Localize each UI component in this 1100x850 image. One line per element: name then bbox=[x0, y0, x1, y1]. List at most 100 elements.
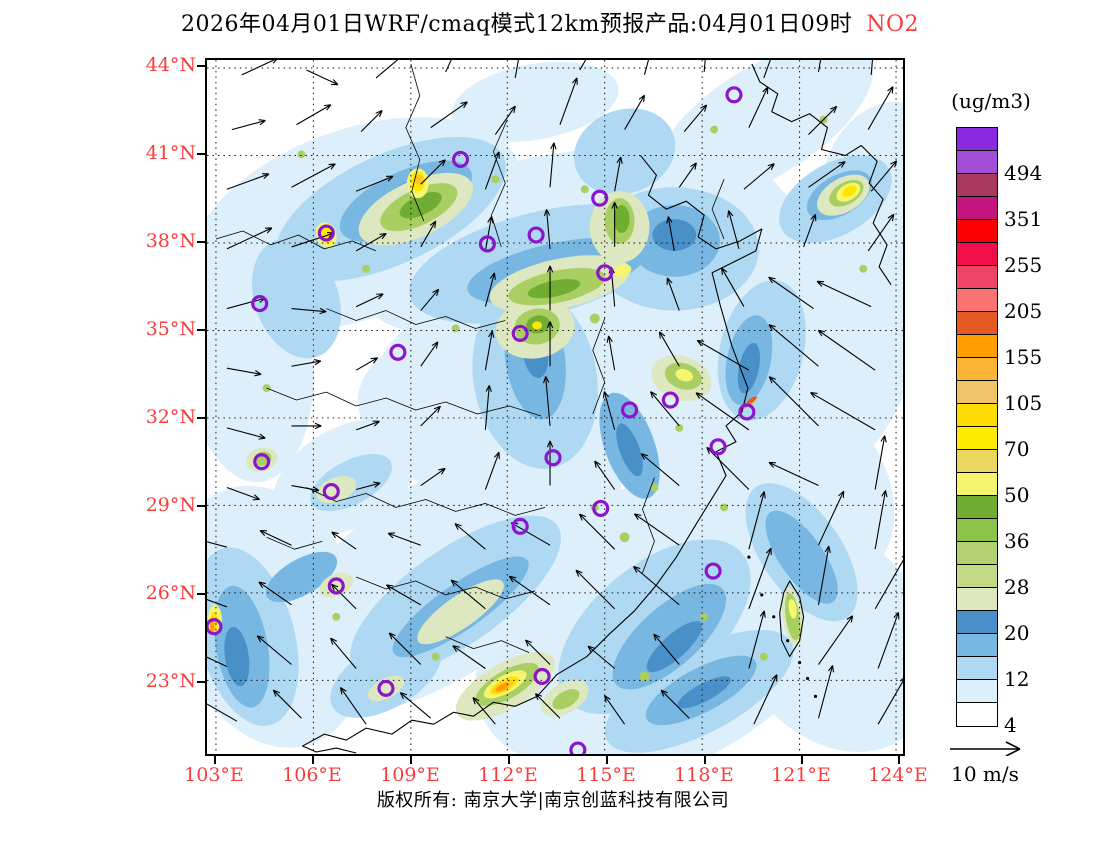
colorbar bbox=[956, 127, 998, 727]
wind-vector-arrow bbox=[291, 485, 320, 493]
no2-concentration-blob bbox=[765, 510, 838, 604]
wind-vector-arrow bbox=[296, 104, 332, 126]
wind-vector-arrow bbox=[226, 227, 273, 250]
lat-tick-mark bbox=[197, 241, 205, 243]
wind-vector-arrow bbox=[817, 490, 845, 546]
colorbar-cell bbox=[957, 404, 997, 427]
wind-vector-arrow bbox=[546, 321, 554, 367]
lat-tick-mark bbox=[197, 417, 205, 419]
colorbar-tick-label: 494 bbox=[1004, 161, 1043, 185]
station-marker-ring bbox=[511, 324, 529, 342]
wind-vector-arrow bbox=[484, 272, 496, 307]
colorbar-cell bbox=[957, 243, 997, 266]
wind-vector-arrow bbox=[678, 162, 697, 188]
lat-tick-label: 35°N bbox=[145, 318, 196, 340]
island-mark bbox=[772, 615, 776, 619]
colorbar-cell bbox=[957, 611, 997, 634]
wind-vector-arrow bbox=[810, 392, 876, 431]
wind-vector-arrow bbox=[291, 422, 322, 430]
wind-vector-arrow bbox=[817, 329, 876, 371]
wind-vector-arrow bbox=[399, 692, 432, 719]
no2-small-patch bbox=[639, 671, 650, 682]
wind-vector-arrow bbox=[484, 330, 495, 371]
wind-vector-arrow bbox=[867, 213, 895, 252]
colorbar-cell bbox=[957, 358, 997, 381]
wind-vector-arrow bbox=[355, 420, 380, 431]
wind-vector-arrow bbox=[611, 201, 618, 247]
wind-vector-arrow bbox=[579, 60, 587, 71]
lon-tick-label: 121°E bbox=[771, 764, 831, 786]
colorbar-cell bbox=[957, 151, 997, 174]
station-marker-ring bbox=[253, 453, 271, 471]
colorbar-cell bbox=[957, 565, 997, 588]
station-marker-ring bbox=[596, 264, 614, 282]
wind-vector-arrow bbox=[633, 565, 680, 606]
wind-vector-arrow bbox=[226, 367, 262, 377]
colorbar-unit-label: (ug/m3) bbox=[951, 89, 1031, 113]
wind-vector-arrow bbox=[587, 645, 616, 669]
wind-vector-arrow bbox=[420, 159, 446, 185]
wind-vector-arrow bbox=[643, 60, 650, 76]
wind-vector-arrow bbox=[870, 60, 874, 75]
wind-vector-arrow bbox=[543, 209, 551, 249]
wind-vector-arrow bbox=[330, 637, 357, 669]
no2-small-patch bbox=[720, 503, 729, 512]
no2-concentration-blob bbox=[417, 579, 504, 645]
wind-vector-arrow bbox=[727, 210, 740, 250]
wind-vector-arrow bbox=[484, 451, 500, 490]
wind-vector-arrow bbox=[808, 105, 838, 135]
colorbar-tick-label: 70 bbox=[1004, 437, 1030, 461]
wind-vector-arrow bbox=[494, 105, 516, 135]
wind-vector-arrow bbox=[258, 581, 292, 606]
wind-vector-arrow bbox=[484, 216, 494, 251]
lat-tick-label: 41°N bbox=[145, 142, 196, 164]
wind-vector-arrow bbox=[331, 583, 357, 610]
wind-vector-arrow bbox=[559, 77, 578, 125]
no2-concentration-blob bbox=[527, 279, 581, 299]
title-pollutant: NO2 bbox=[866, 12, 920, 37]
wind-vector-arrow bbox=[355, 293, 384, 308]
station-marker-ring bbox=[478, 235, 496, 253]
wind-vector-arrow bbox=[543, 376, 551, 426]
station-marker-ring bbox=[704, 562, 722, 580]
arrow-icon bbox=[950, 741, 1021, 757]
colorbar-tick-label: 255 bbox=[1004, 253, 1043, 277]
lon-tick-label: 106°E bbox=[282, 764, 342, 786]
wind-vector-arrow bbox=[549, 142, 557, 188]
no2-concentration-blob bbox=[675, 368, 693, 382]
lon-tick-mark bbox=[410, 756, 412, 764]
no2-concentration-blob bbox=[224, 626, 250, 687]
wind-vector-arrow bbox=[514, 60, 519, 78]
colorbar-tick-label: 351 bbox=[1004, 207, 1043, 231]
no2-concentration-blob bbox=[209, 620, 214, 633]
wind-vector-arrow bbox=[291, 163, 336, 188]
no2-concentration-blob bbox=[677, 676, 731, 709]
wind-vector-arrow bbox=[817, 665, 835, 719]
colorbar-cell bbox=[957, 657, 997, 680]
wind-vector-arrow bbox=[578, 513, 616, 550]
station-marker-ring bbox=[327, 577, 345, 595]
no2-concentration-blob bbox=[737, 342, 760, 394]
no2-small-patch bbox=[362, 264, 371, 273]
island-mark bbox=[805, 676, 810, 681]
station-marker-ring bbox=[251, 295, 269, 313]
wind-vector-arrow bbox=[768, 461, 819, 487]
lat-tick-label: 44°N bbox=[145, 54, 196, 76]
lon-tick-mark bbox=[704, 756, 706, 764]
wind-vector-arrow bbox=[420, 467, 446, 486]
colorbar-cell bbox=[957, 128, 997, 151]
lon-tick-mark bbox=[214, 756, 216, 764]
wind-vector-arrow bbox=[484, 151, 500, 190]
colorbar-cell bbox=[957, 220, 997, 243]
wind-vector-arrow bbox=[658, 331, 680, 367]
wind-vector-arrow bbox=[768, 276, 814, 310]
wind-vector-arrow bbox=[803, 213, 817, 248]
no2-concentration-blob bbox=[532, 321, 543, 330]
no2-small-patch bbox=[332, 612, 341, 621]
wind-vector-arrow bbox=[420, 341, 439, 367]
no2-concentration-blob bbox=[414, 174, 423, 185]
no2-small-patch bbox=[491, 175, 500, 184]
station-marker-ring bbox=[709, 438, 727, 456]
no2-small-patch bbox=[589, 313, 600, 324]
province-border bbox=[215, 63, 725, 653]
